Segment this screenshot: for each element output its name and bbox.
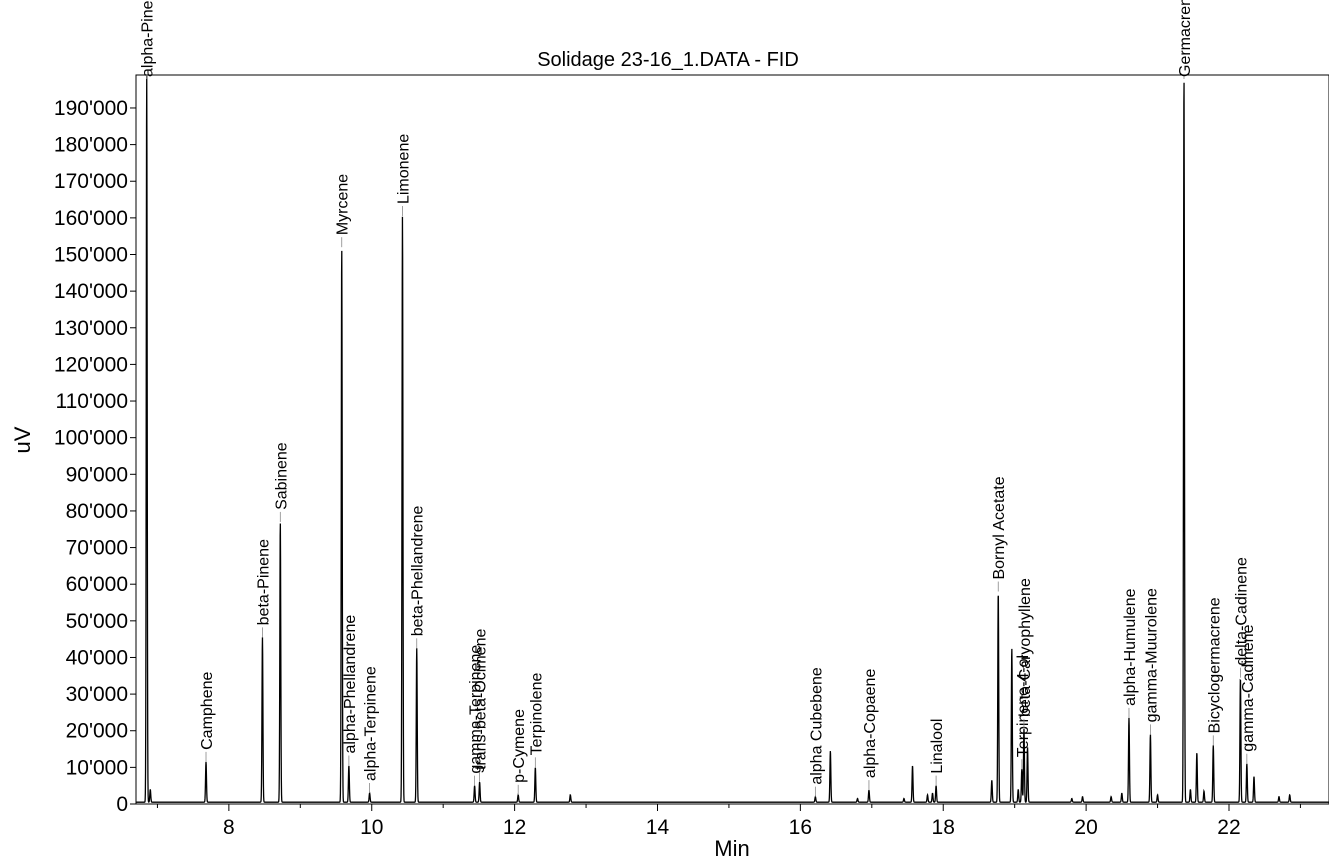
y-axis: 0 10'000 20'000 30'000 40'000 50'000 60'000 70'… (54, 97, 136, 816)
x-tick-label: 14 (646, 816, 670, 839)
y-tick-label: 60'000 (66, 573, 128, 596)
fid-signal-line (136, 75, 1329, 803)
y-tick-label: 150'000 (54, 244, 128, 267)
peak-label: Terpinene-4-ol (1015, 655, 1032, 757)
y-tick-label: 30'000 (66, 683, 128, 706)
peak-label: Terpinolene (528, 673, 545, 756)
peak-label: gamma-Muurolene (1143, 588, 1160, 722)
peak-label: alpha-Copaene (862, 669, 879, 779)
chart-title: Solidage 23-16_1.DATA - FID (537, 49, 799, 71)
y-tick-label: 20'000 (66, 720, 128, 743)
y-tick-label: 0 (116, 793, 128, 816)
y-tick-label: 50'000 (66, 610, 128, 633)
peak-label: Linalool (929, 719, 946, 774)
peak-label: Bicyclogermacrene (1206, 597, 1223, 733)
y-tick-label: 10'000 (66, 756, 128, 779)
x-tick-label: 20 (1074, 816, 1097, 839)
x-tick-label: 22 (1217, 816, 1240, 839)
x-tick-label: 8 (223, 816, 235, 839)
peak-label: alpha-Pinene (140, 0, 157, 77)
x-tick-label: 10 (360, 816, 383, 839)
peak-label: Sabinene (273, 442, 290, 510)
y-tick-label: 40'000 (66, 646, 128, 669)
y-tick-label: 80'000 (66, 500, 128, 523)
peak-label: beta-Pinene (255, 539, 272, 625)
plot-frame (135, 74, 1329, 805)
y-tick-label: 160'000 (54, 207, 128, 230)
peak-label: Myrcene (335, 174, 352, 235)
peak-label: beta-Phellandrene (410, 505, 427, 636)
x-tick-label: 12 (503, 816, 526, 839)
x-axis: 8 10 12 14 16 18 20 22 (156, 804, 1301, 839)
peak-label: p-Cymene (511, 709, 528, 783)
y-tick-label: 120'000 (54, 353, 128, 376)
peak-label: Germacrene D (1177, 0, 1194, 77)
peak-labels: alpha-Pinene Camphene beta-Pinene Sabinene M… (140, 0, 1257, 797)
peak-label: alpha-Humulene (1122, 588, 1139, 706)
y-tick-label: 170'000 (54, 170, 128, 193)
y-tick-label: 180'000 (54, 134, 128, 157)
peak-label: gamma-Cadinene (1240, 624, 1257, 751)
y-axis-label: uV (10, 426, 35, 453)
y-tick-label: 130'000 (54, 317, 128, 340)
y-tick-label: 90'000 (66, 463, 128, 486)
chromatogram-trace (136, 75, 1329, 803)
peak-label: alpha-Phellandrene (342, 615, 359, 754)
peak-label: Limonene (395, 134, 412, 204)
x-tick-label: 18 (932, 816, 955, 839)
y-tick-label: 70'000 (66, 537, 128, 560)
peak-label: delta-Cadinene (1233, 557, 1250, 666)
y-tick-label: 190'000 (54, 97, 128, 120)
peak-label: alpha Cubebene (808, 667, 825, 785)
x-axis-label: Min (714, 836, 749, 861)
peak-label: alpha-Terpinene (363, 666, 380, 781)
x-tick-label: 16 (789, 816, 812, 839)
y-tick-label: 110'000 (55, 390, 128, 413)
peak-label: Bornyl Acetate (991, 476, 1008, 579)
peak-label: beta-Caryophyllene (1017, 578, 1034, 717)
peak-label: gamma-Terpinene (468, 645, 485, 774)
peak-label: Camphene (199, 671, 216, 749)
y-tick-label: 100'000 (54, 427, 128, 450)
peak-label: trans-beta-Ocimene (473, 629, 490, 770)
y-tick-label: 140'000 (54, 280, 128, 303)
